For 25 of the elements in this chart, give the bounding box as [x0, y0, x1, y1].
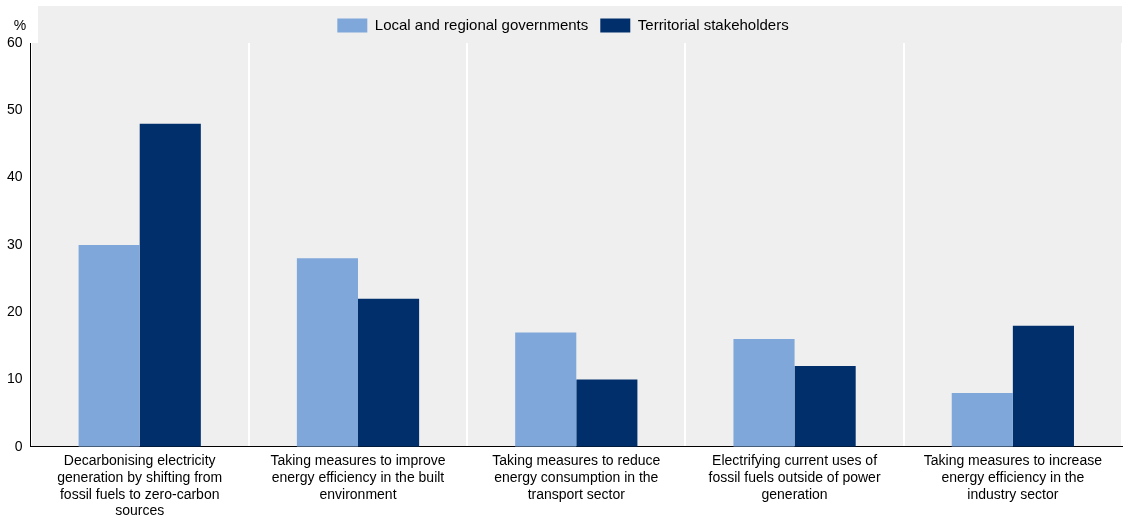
- bar: [139, 123, 201, 447]
- legend-label: Territorial stakeholders: [637, 15, 789, 33]
- bar: [794, 366, 856, 447]
- x-tick-label: Decarbonising electricity generation by shifting from fossil fuels to zero-carbon sources: [57, 452, 223, 519]
- x-tick-label: Taking measures to reduce energy consumption in the transport sector: [492, 452, 661, 502]
- legend-label: Local and regional governments: [374, 15, 589, 33]
- y-tick-label: 60: [6, 33, 23, 50]
- bar: [515, 332, 577, 447]
- bar: [733, 339, 795, 447]
- y-tick-label: 40: [6, 168, 23, 185]
- y-tick-label: 30: [6, 235, 23, 252]
- x-tick-label: Taking measures to increase energy efficiency in the industry sector: [923, 452, 1103, 502]
- bar: [576, 379, 638, 447]
- bar: [358, 298, 420, 447]
- bar: [296, 258, 358, 447]
- y-tick-label: 0: [14, 437, 23, 454]
- y-tick-label: 10: [6, 370, 23, 387]
- bar: [951, 392, 1013, 447]
- y-tick-label: 20: [6, 303, 23, 320]
- bar: [78, 244, 140, 447]
- y-tick-label: 50: [6, 101, 23, 118]
- y-axis-title: %: [13, 16, 27, 33]
- x-tick-label: Electrifying current uses of fossil fuels outside of power generation: [708, 452, 881, 502]
- bar: [1012, 325, 1074, 447]
- x-tick-label: Taking measures to improve energy efficiency in the built environment: [270, 452, 446, 502]
